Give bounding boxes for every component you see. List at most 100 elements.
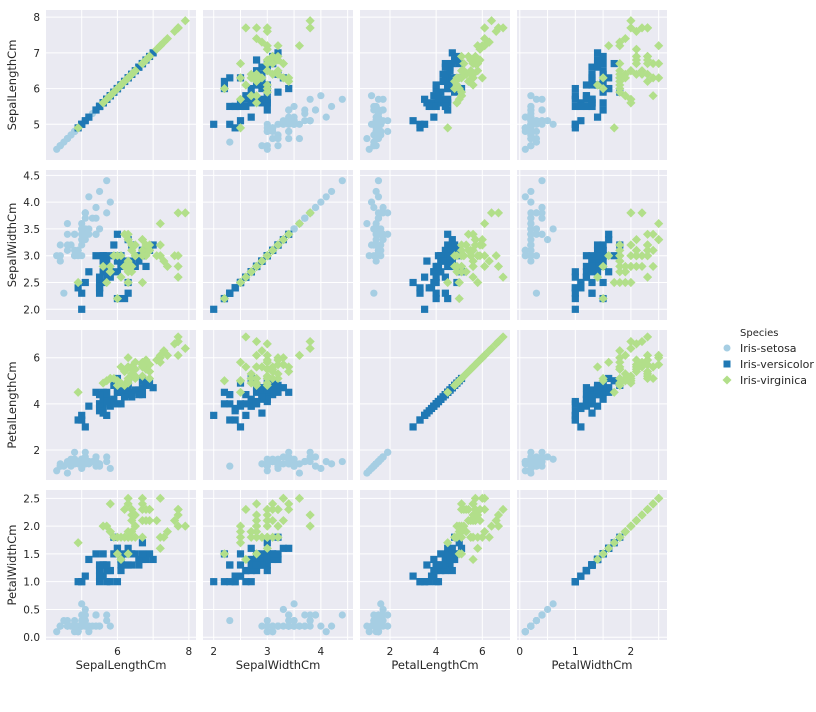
data-point-Iris-setosa [285,616,293,625]
data-point-Iris-virginica [620,527,630,537]
data-point-Iris-setosa [532,209,541,217]
data-point-Iris-versicolor [577,278,585,287]
data-point-Iris-virginica [262,357,272,367]
data-point-Iris-setosa [70,448,79,456]
data-point-Iris-virginica [620,73,630,83]
data-point-Iris-virginica [454,277,464,288]
data-point-Iris-virginica [491,26,501,37]
data-point-Iris-virginica [450,261,460,272]
data-point-Iris-setosa [317,198,325,206]
data-point-Iris-virginica [173,251,183,261]
data-point-Iris-virginica [468,510,478,520]
data-point-Iris-virginica [123,277,133,288]
data-point-Iris-virginica [137,235,148,245]
x-tick-label: 3 [264,646,271,658]
data-point-Iris-virginica [620,376,630,386]
data-point-Iris-versicolor [149,384,157,392]
data-point-Iris-setosa [521,113,529,121]
data-point-Iris-versicolor [432,289,440,297]
data-point-Iris-versicolor [444,257,452,265]
data-point-Iris-setosa [263,628,271,636]
data-point-Iris-setosa [53,628,61,636]
data-point-Iris-versicolor [605,374,613,383]
data-point-Iris-versicolor [421,578,429,586]
data-point-Iris-virginica [137,277,148,288]
data-point-Iris-virginica [241,332,251,342]
data-point-Iris-versicolor [599,246,607,254]
data-point-Iris-setosa [78,252,86,260]
data-point-Iris-virginica [454,527,464,537]
data-point-Iris-setosa [317,92,325,100]
data-point-Iris-virginica [486,521,497,531]
data-point-Iris-virginica [251,23,262,33]
data-point-Iris-setosa [527,252,535,260]
data-point-Iris-setosa [226,138,234,146]
subplot-SepalWidthCm-vs-PetalLengthCm [360,170,510,320]
data-point-Iris-setosa [81,448,89,456]
data-point-Iris-virginica [251,350,262,360]
data-point-Iris-versicolor [446,386,454,394]
data-point-Iris-virginica [477,73,487,83]
data-point-Iris-setosa [70,460,79,468]
data-point-Iris-virginica [598,549,608,559]
data-point-Iris-versicolor [236,572,245,580]
data-point-Iris-versicolor [231,416,239,424]
data-point-Iris-virginica [598,261,608,272]
data-point-Iris-virginica [109,532,119,542]
data-point-Iris-virginica [235,387,246,397]
x-tick-label: 0 [516,646,523,658]
data-point-Iris-versicolor [577,284,585,292]
data-point-Iris-setosa [63,134,72,143]
data-point-Iris-versicolor [593,246,602,254]
data-point-Iris-versicolor [446,252,454,260]
data-point-Iris-virginica [251,362,262,372]
data-point-Iris-setosa [274,142,282,150]
data-point-Iris-virginica [470,235,480,245]
data-point-Iris-versicolor [599,252,607,260]
data-point-Iris-virginica [631,235,642,245]
x-tick-label: 4 [318,646,325,658]
data-point-Iris-virginica [620,277,630,288]
data-point-Iris-virginica [180,521,190,531]
data-point-Iris-setosa [384,209,392,217]
subplot-PetalWidthCm-vs-PetalWidthCm [517,490,667,640]
data-point-Iris-versicolor [247,578,255,586]
data-point-Iris-versicolor [439,257,447,265]
data-point-Iris-virginica [137,532,148,542]
data-point-Iris-setosa [301,611,309,619]
data-point-Iris-virginica [251,98,262,108]
data-point-Iris-setosa [370,203,378,212]
data-point-Iris-versicolor [441,273,449,281]
data-point-Iris-versicolor [571,84,579,93]
subplot-SepalLengthCm-vs-SepalWidthCm [203,10,353,160]
data-point-Iris-virginica [251,33,262,44]
data-point-Iris-versicolor [247,99,255,107]
data-point-Iris-versicolor [242,411,250,419]
data-point-Iris-virginica [648,91,658,101]
data-point-Iris-virginica [615,373,625,384]
data-point-Iris-virginica [473,543,483,553]
data-point-Iris-virginica [119,76,130,87]
data-point-Iris-versicolor [448,74,456,82]
data-point-Iris-setosa [81,611,89,619]
data-point-Iris-setosa [549,225,557,233]
data-point-Iris-versicolor [263,539,271,547]
data-point-Iris-versicolor [99,550,107,558]
data-point-Iris-setosa [379,605,387,614]
data-point-Iris-versicolor [599,241,607,249]
data-point-Iris-virginica [456,499,467,509]
data-point-Iris-virginica [251,380,262,390]
data-point-Iris-setosa [532,127,541,136]
data-point-Iris-virginica [637,510,647,520]
data-point-Iris-virginica [262,521,272,531]
data-point-Iris-virginica [73,538,83,548]
data-point-Iris-setosa [274,120,282,128]
data-point-Iris-setosa [532,289,541,297]
data-point-Iris-setosa [527,622,535,630]
data-point-Iris-virginica [631,515,642,526]
data-point-Iris-virginica [631,366,642,377]
data-point-Iris-virginica [486,16,497,26]
data-point-Iris-setosa [78,236,86,244]
data-point-Iris-setosa [532,230,541,238]
data-point-Iris-virginica [615,261,625,272]
